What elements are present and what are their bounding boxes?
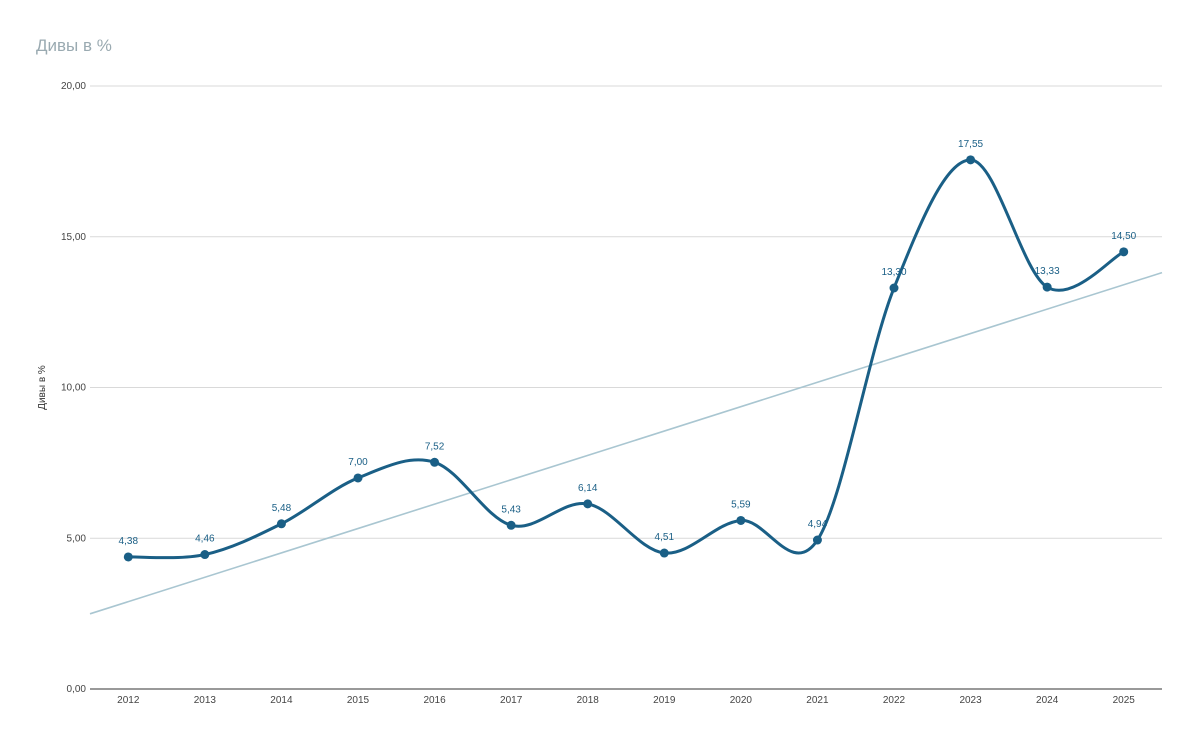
y-tick-label: 10,00 xyxy=(61,383,86,394)
y-tick-label: 20,00 xyxy=(61,81,86,92)
data-point xyxy=(966,155,976,165)
data-label: 13,33 xyxy=(1035,266,1060,277)
chart-title: Дивы в % xyxy=(36,36,112,55)
y-tick-label: 5,00 xyxy=(67,533,87,544)
data-point xyxy=(583,499,593,509)
data-label: 4,51 xyxy=(655,532,675,543)
data-label: 17,55 xyxy=(958,139,983,150)
y-tick-label: 0,00 xyxy=(67,684,87,695)
x-tick-label: 2022 xyxy=(883,695,906,706)
data-point xyxy=(812,535,822,545)
data-label: 14,50 xyxy=(1111,231,1136,242)
y-axis-title: Дивы в % xyxy=(37,365,48,410)
x-tick-label: 2015 xyxy=(347,695,370,706)
data-label: 7,52 xyxy=(425,441,445,452)
x-tick-label: 2018 xyxy=(577,695,600,706)
data-label: 13,30 xyxy=(881,267,906,278)
trendline xyxy=(89,271,1163,615)
data-point xyxy=(123,552,133,562)
data-label: 4,94 xyxy=(808,519,828,530)
data-label: 5,59 xyxy=(731,499,751,510)
data-label: 6,14 xyxy=(578,483,598,494)
data-point xyxy=(506,520,516,530)
data-point xyxy=(200,550,210,560)
data-point xyxy=(353,473,363,483)
data-point xyxy=(430,457,440,467)
x-tick-label: 2017 xyxy=(500,695,523,706)
x-tick-label: 2021 xyxy=(806,695,829,706)
x-tick-label: 2013 xyxy=(194,695,217,706)
x-tick-label: 2020 xyxy=(730,695,753,706)
data-point xyxy=(659,548,669,558)
x-tick-label: 2024 xyxy=(1036,695,1059,706)
data-point xyxy=(276,519,286,529)
data-point xyxy=(1119,247,1129,257)
data-label: 4,38 xyxy=(119,536,139,547)
x-tick-label: 2016 xyxy=(423,695,446,706)
x-tick-label: 2014 xyxy=(270,695,293,706)
data-label: 4,46 xyxy=(195,534,215,545)
x-tick-label: 2019 xyxy=(653,695,676,706)
x-tick-label: 2025 xyxy=(1113,695,1136,706)
data-point xyxy=(889,283,899,293)
data-point xyxy=(1042,282,1052,292)
series-line xyxy=(126,158,1126,560)
data-label: 5,43 xyxy=(501,504,521,515)
data-point xyxy=(736,515,746,525)
data-label: 7,00 xyxy=(348,457,368,468)
data-label: 5,48 xyxy=(272,503,292,514)
y-tick-label: 15,00 xyxy=(61,232,86,243)
x-tick-label: 2012 xyxy=(117,695,140,706)
x-tick-label: 2023 xyxy=(959,695,982,706)
